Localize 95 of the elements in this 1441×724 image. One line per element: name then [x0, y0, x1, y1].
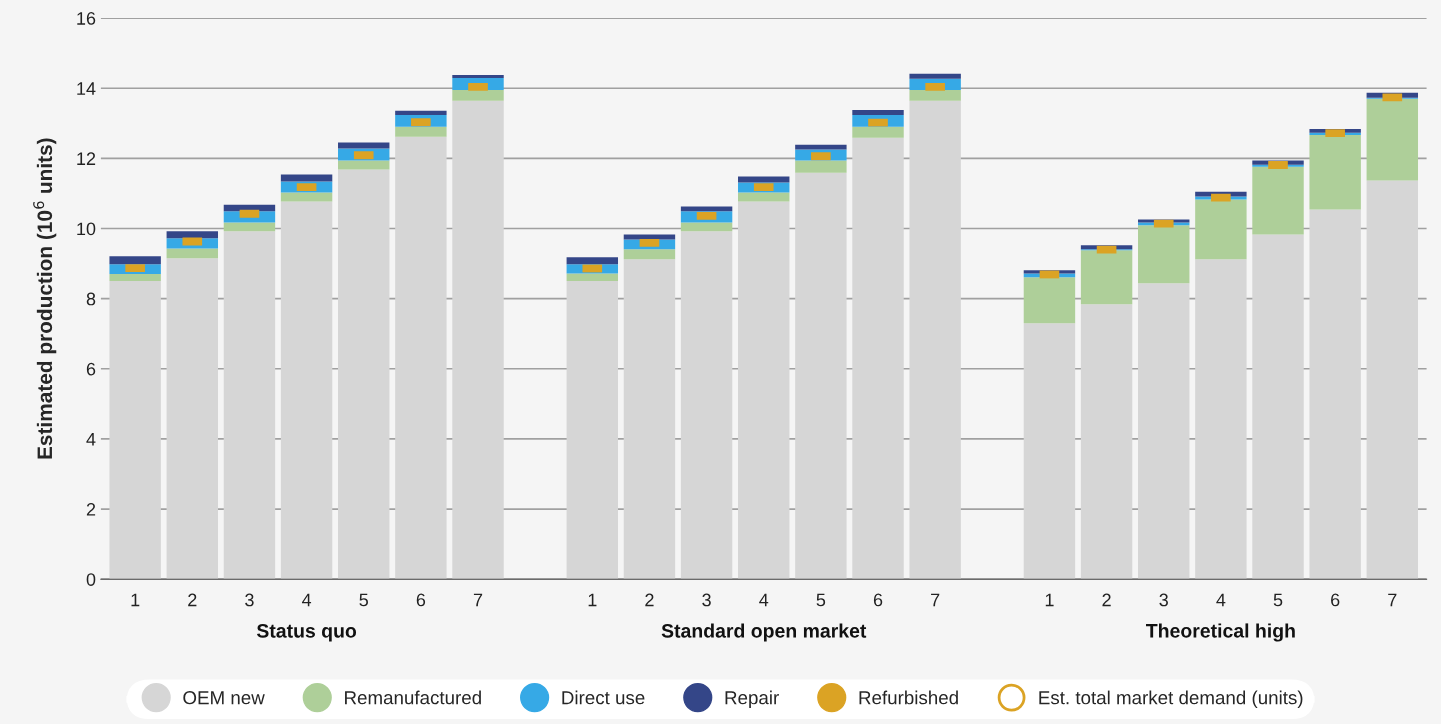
bar: [795, 172, 847, 580]
x-tick-label: 6: [1331, 593, 1340, 607]
bar: [1366, 180, 1419, 580]
bar: [1023, 323, 1076, 580]
x-tick-label: 5: [816, 593, 826, 607]
legend-label: OEM new: [183, 691, 265, 705]
x-tick-label: 3: [702, 593, 711, 607]
bar: [109, 281, 161, 580]
bar: [623, 234, 676, 240]
bar: [680, 222, 733, 232]
bar: [223, 231, 276, 580]
bar: [738, 192, 790, 202]
bar: [909, 89, 961, 101]
legend-label: Repair: [725, 690, 779, 709]
y-tick-label: 2: [86, 503, 96, 516]
x-tick-label: 5: [359, 593, 368, 607]
y-tick-label: 14: [77, 82, 96, 95]
bar: [280, 174, 333, 182]
y-tick-label: 4: [86, 433, 96, 446]
y-tick-label: 0: [86, 573, 96, 586]
bar: [1138, 225, 1190, 284]
x-tick-label: 3: [245, 593, 254, 607]
bar: [852, 137, 904, 580]
x-tick-label: 1: [131, 593, 140, 607]
text: Status quo: [256, 623, 357, 642]
x-tick-label: 7: [931, 593, 940, 607]
x-tick-label: 5: [1273, 593, 1283, 607]
bar: [680, 231, 733, 580]
x-tick-label: 3: [1159, 593, 1168, 607]
bar: [738, 201, 790, 580]
bar: [1080, 304, 1133, 580]
bar: [566, 257, 619, 265]
y-tick-label: 6: [86, 362, 96, 376]
bar: [109, 274, 161, 282]
bar: [623, 249, 676, 260]
bar: [395, 126, 447, 137]
x-tick-label: 7: [473, 593, 483, 607]
y-axis-title: Estimated production (10$^{6}$ units): [33, 138, 57, 459]
bar: [738, 176, 790, 183]
x-tick-label: 2: [188, 593, 197, 607]
bar: [280, 201, 333, 580]
bar: [1080, 250, 1133, 305]
bar: [1138, 283, 1190, 580]
bar: [395, 136, 447, 580]
bar: [680, 206, 733, 212]
bar: [795, 144, 847, 150]
y-tick-label: 16: [77, 12, 96, 25]
bar: [909, 73, 961, 79]
text: Standard open market: [661, 623, 867, 642]
bar: [1195, 199, 1247, 260]
bar: [852, 126, 904, 138]
bar: [623, 259, 676, 580]
bar: [1023, 277, 1076, 324]
x-tick-label: 4: [1216, 593, 1226, 607]
text: Theoretical high: [1146, 623, 1295, 642]
bar: [566, 281, 619, 580]
bar: [223, 222, 276, 232]
legend-label: Direct use: [562, 690, 645, 705]
bar: [1252, 166, 1304, 235]
x-tick-label: 7: [1388, 593, 1397, 607]
x-tick-label: 1: [1045, 593, 1054, 607]
bar: [909, 100, 961, 580]
bar: [1252, 234, 1304, 580]
x-tick-label: 4: [759, 593, 769, 607]
x-tick-label: 2: [1102, 593, 1111, 607]
bar: [795, 160, 847, 173]
bar: [109, 256, 161, 265]
bar: [338, 169, 390, 580]
x-tick-label: 2: [645, 593, 654, 607]
y-tick-label: 8: [86, 292, 96, 306]
legend-label: Est. total market demand (units): [1039, 690, 1303, 709]
legend-label: Refurbished: [859, 690, 958, 705]
legend-label: Remanufactured: [345, 690, 481, 705]
bar: [338, 142, 390, 149]
y-tick-label: 12: [77, 152, 96, 165]
bar: [1309, 134, 1361, 210]
bar: [338, 160, 390, 170]
y-tick-label: 10: [77, 222, 96, 236]
bar: [395, 110, 447, 115]
bar: [1309, 209, 1361, 580]
bar: [852, 109, 904, 115]
x-tick-label: 6: [416, 593, 426, 607]
bar: [1366, 98, 1419, 181]
bar: [166, 248, 219, 259]
bar: [280, 192, 333, 202]
x-tick-label: 4: [301, 593, 312, 607]
bar: [1195, 259, 1247, 580]
x-tick-label: 6: [873, 593, 883, 607]
bar: [452, 100, 504, 580]
bar: [452, 74, 504, 79]
bar: [166, 231, 219, 239]
bar: [166, 258, 219, 580]
bar: [566, 273, 619, 282]
bar: [452, 89, 504, 101]
x-tick-label: 1: [588, 593, 597, 607]
